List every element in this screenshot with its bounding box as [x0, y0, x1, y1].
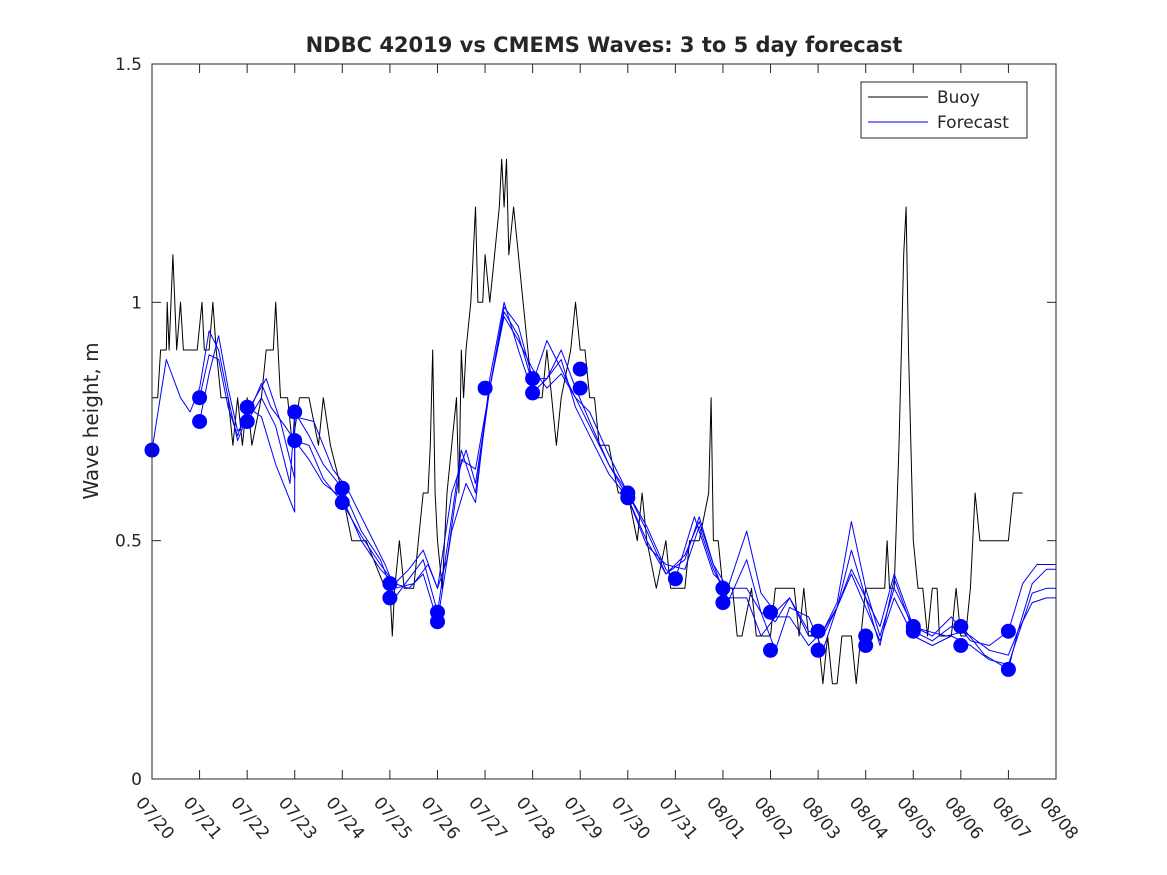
marker-layer [144, 361, 1016, 677]
legend-label-buoy: Buoy [937, 88, 980, 108]
y-axis-label: Wave height, m [79, 342, 103, 499]
forecast-marker-15 [525, 385, 541, 401]
y-tick-label-3: 1.5 [115, 55, 142, 75]
y-tick-label-1: 0.5 [115, 532, 142, 552]
forecast-marker-2 [192, 414, 208, 429]
y-tick-label-0: 0 [131, 770, 142, 790]
forecast-marker-30 [905, 623, 921, 639]
forecast-marker-22 [715, 595, 731, 611]
forecast-marker-4 [239, 414, 255, 429]
axes-box [151, 63, 1057, 780]
forecast-marker-3 [239, 399, 255, 415]
forecast-marker-8 [334, 495, 350, 510]
forecast-marker-34 [1000, 661, 1016, 677]
forecast-series-line-3 [199, 301, 1056, 666]
forecast-marker-20 [667, 571, 683, 587]
forecast-marker-28 [858, 638, 874, 653]
legend-box [860, 81, 1028, 139]
forecast-marker-1 [192, 390, 208, 406]
forecast-series-line-1 [151, 316, 1056, 670]
forecast-marker-23 [763, 604, 778, 620]
y-tick-label-2: 1 [131, 293, 142, 313]
forecast-marker-17 [572, 380, 588, 396]
forecast-marker-14 [525, 371, 541, 387]
legend-label-forecast: Forecast [937, 113, 1009, 133]
forecast-marker-9 [382, 576, 398, 592]
plot-area: 00.511.507/20 07/21 07/22 07/23 07/24 07/25 07… [115, 55, 1082, 844]
forecast-marker-31 [953, 619, 969, 634]
forecast-marker-19 [620, 490, 636, 506]
forecast-marker-16 [572, 361, 588, 377]
forecast-marker-12 [430, 614, 445, 630]
forecast-marker-7 [334, 480, 350, 496]
forecast-marker-6 [287, 433, 303, 449]
plot-background [152, 64, 1056, 779]
forecast-marker-32 [953, 638, 969, 653]
forecast-marker-13 [477, 380, 493, 396]
forecast-series-line-2 [199, 306, 1056, 656]
chart-title: NDBC 42019 vs CMEMS Waves: 3 to 5 day fo… [306, 33, 903, 57]
forecast-marker-10 [382, 590, 398, 606]
series-layer [151, 158, 1056, 685]
legend: Buoy Forecast [860, 81, 1028, 139]
forecast-marker-33 [1000, 623, 1016, 639]
forecast-marker-21 [715, 580, 731, 596]
forecast-marker-25 [810, 623, 826, 639]
forecast-marker-24 [763, 642, 778, 658]
forecast-marker-5 [287, 404, 303, 420]
forecast-marker-26 [810, 642, 826, 658]
